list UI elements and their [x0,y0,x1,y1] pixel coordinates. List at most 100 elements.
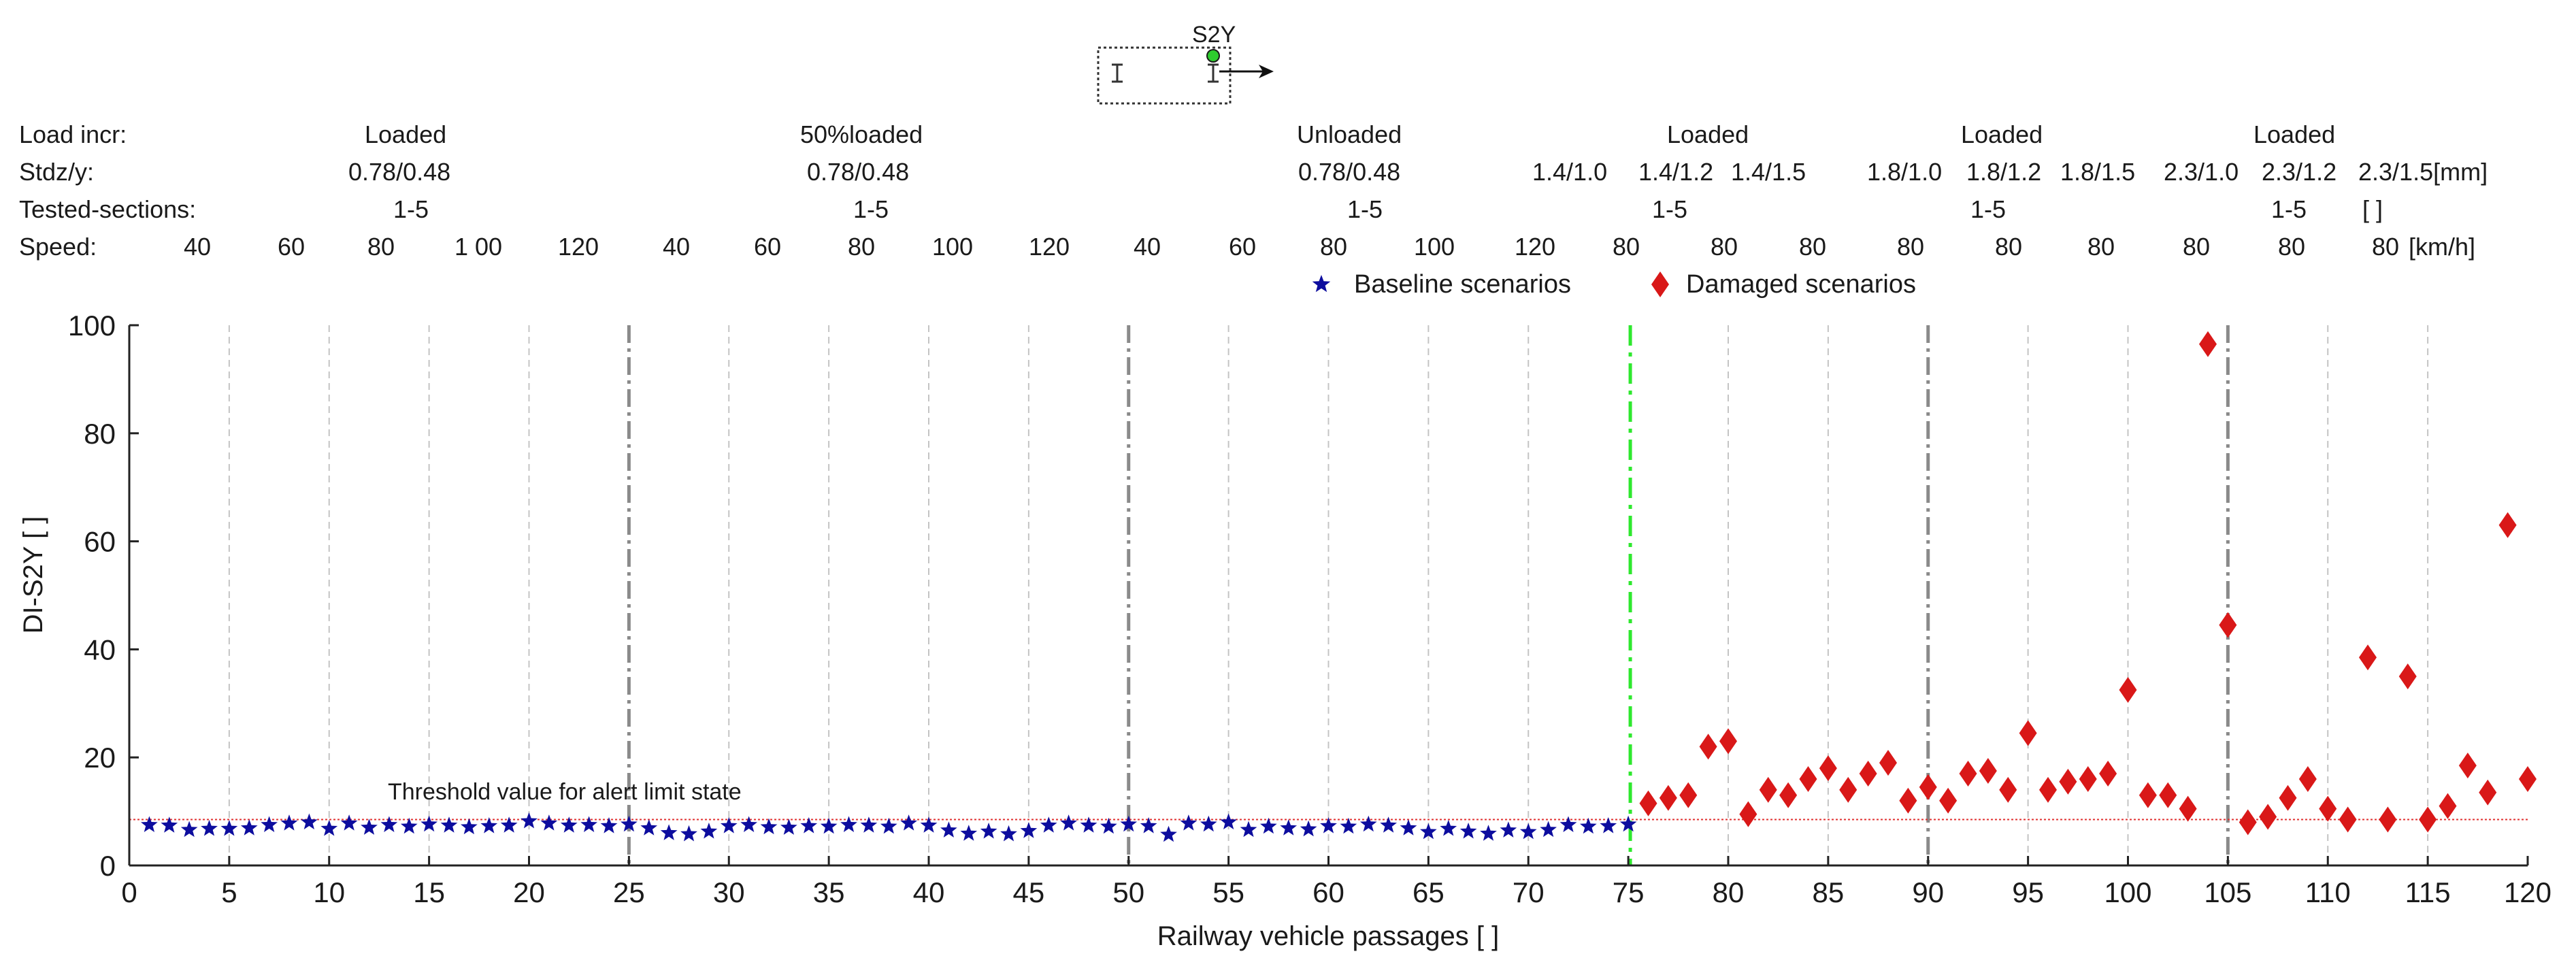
baseline-point [1420,823,1437,840]
speed-value: 1 00 [455,233,502,261]
damaged-point [2458,753,2477,779]
damaged-point [2519,765,2537,792]
baseline-point [201,820,218,836]
stdz-y-value: 1.8/1.2 [1966,158,2041,186]
tested-sections-value: 1-5 [393,195,429,223]
baseline-point [1260,817,1277,834]
baseline-point [380,816,398,832]
stdz-y-value: 2.3/1.5[mm] [2358,158,2488,186]
damaged-point [2059,768,2077,795]
baseline-point [180,821,198,838]
damaged-point [2319,795,2337,822]
sensor-box [1097,46,1232,105]
baseline-point [780,819,797,835]
baseline-point [1480,825,1497,841]
baseline-point [740,816,757,832]
speed-value: 80 [1711,233,1738,261]
damaged-point [2099,761,2117,787]
x-tick-label: 5 [221,876,237,908]
speed-value: 80 [2183,233,2210,261]
tested-sections-value: 1-5 [853,195,889,223]
baseline-point [1160,825,1177,842]
baseline-point [1200,815,1217,832]
x-tick-label: 120 [2504,876,2552,908]
x-tick-label: 105 [2204,876,2251,908]
x-tick-label: 70 [1513,876,1545,908]
baseline-point [940,821,957,838]
stdz-y-value: 1.8/1.0 [1867,158,1942,186]
baseline-point [1060,814,1077,831]
threshold-label: Threshold value for alert limit state [388,779,742,805]
damaged-point [1739,801,1757,827]
baseline-point [540,814,558,831]
x-tick-label: 20 [513,876,545,908]
damaged-point [1959,761,1977,787]
baseline-point [1320,817,1337,833]
baseline-point [1280,819,1298,836]
baseline-point [720,817,738,833]
baseline-point [820,817,838,834]
stdz-y-value: 1.8/1.5 [2060,158,2135,186]
baseline-point [1080,816,1097,833]
stdz-y-value: 1.4/1.2 [1638,158,1713,186]
speed-value: 80 [2087,233,2115,261]
speed-value: 40 [184,233,211,261]
legend-baseline-label: Baseline scenarios [1354,270,1571,299]
x-tick-label: 55 [1212,876,1244,908]
y-tick-label: 60 [84,526,116,558]
speed-value: 80 [1995,233,2022,261]
damaged-point [2079,765,2097,792]
speed-value: 60 [278,233,305,261]
baseline-point [1459,823,1477,839]
baseline-point [500,816,518,833]
arrow-head-icon [1259,65,1274,78]
baseline-point [280,814,298,831]
damaged-point [2039,776,2057,803]
baseline-point [560,816,578,833]
threshold-layer: Threshold value for alert limit state [129,779,2528,821]
damaged-point [2479,779,2497,806]
baseline-point [480,817,498,833]
x-tick-label: 100 [2104,876,2151,908]
x-tick-label: 85 [1813,876,1845,908]
x-tick-label: 30 [713,876,745,908]
sensor-dot-icon [1206,49,1220,63]
y-axis-label: DI-S2Y [ ] [18,516,48,634]
baseline-point [1000,825,1017,842]
baseline-point [660,824,678,840]
baseline-point [1240,821,1257,838]
load-incr-value: Loaded [365,120,446,148]
baseline-point [920,816,938,833]
load-incr-value: Unloaded [1297,120,1402,148]
stdz-y-value: 1.4/1.0 [1532,158,1607,186]
baseline-point [1020,822,1038,838]
damaged-point [2239,809,2257,836]
baseline-point [1180,814,1198,831]
baseline-point [320,820,338,836]
baseline-point [621,815,638,832]
baseline-point [700,823,718,839]
damaged-point [1759,776,1777,803]
ticks-layer: 0 5 10 15 20 25 30 35 40 45 50 55 60 65 70 75 80 85 90 95 10… [68,310,2552,908]
baseline-point [261,816,278,832]
baseline-point [1120,815,1138,832]
speed-value: 100 [932,233,973,261]
speed-value: 40 [1134,233,1161,261]
damaged-point [1939,787,1958,814]
baseline-point [1040,816,1057,833]
damaged-point [1979,758,1997,784]
load-incr-value: Loaded [2253,120,2335,148]
damaged-point [2419,806,2437,833]
baseline-point [760,818,778,835]
baseline-point [1540,821,1557,838]
baseline-point [860,816,878,833]
speed-value: 80 [1613,233,1640,261]
baseline-point [301,813,318,829]
damaged-point [2359,644,2377,671]
baseline-point [1340,817,1357,834]
damaged-point [1699,733,1717,760]
damaged-point [2219,612,2237,638]
stdz-y-value: 0.78/0.48 [348,158,450,186]
baseline-point [1100,817,1117,834]
sensor-label: S2Y [1192,22,1236,48]
